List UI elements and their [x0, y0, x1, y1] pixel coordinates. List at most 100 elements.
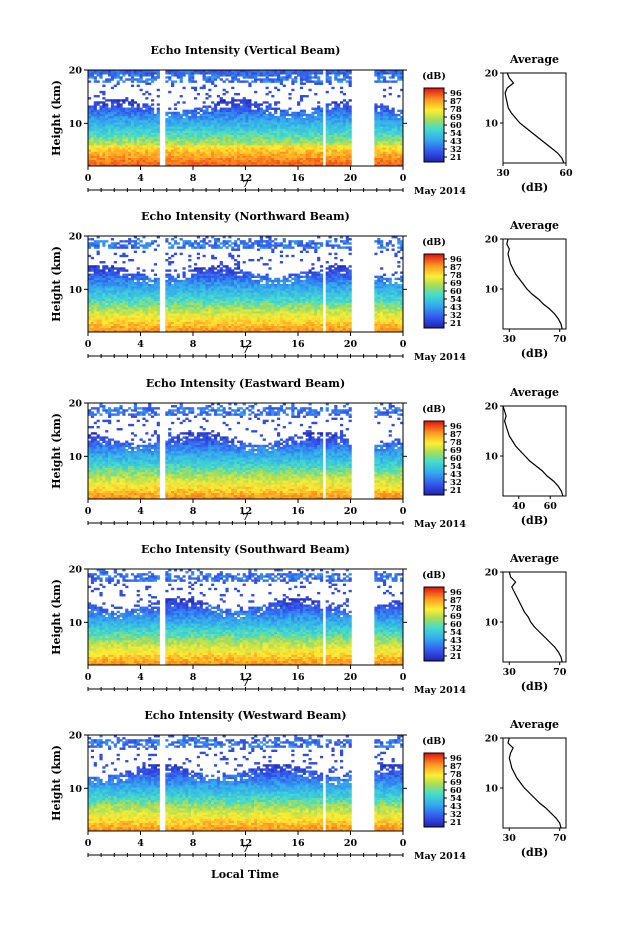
heatmap-cell	[297, 163, 301, 167]
heatmap-cell	[133, 147, 137, 150]
heatmap-cell	[245, 115, 249, 119]
heatmap-cell	[105, 296, 109, 299]
heatmap-cell	[236, 78, 241, 81]
heatmap-cell	[110, 103, 115, 106]
heatmap-cell	[156, 149, 160, 152]
heatmap-cell	[145, 138, 149, 142]
heatmap-cell	[105, 309, 109, 312]
heatmap-cell	[179, 80, 183, 83]
heatmap-cell	[122, 317, 126, 320]
heatmap-cell	[251, 140, 255, 144]
heatmap-cell	[214, 155, 218, 158]
x-tick-label: 4	[137, 173, 144, 184]
heatmap-cell	[185, 306, 189, 310]
heatmap-cell	[156, 157, 160, 161]
heatmap-cell	[380, 132, 384, 135]
heatmap-cell	[236, 138, 241, 142]
heatmap-cell	[105, 134, 109, 138]
heatmap-cell	[262, 147, 266, 150]
heatmap-cell	[314, 122, 318, 125]
heatmap-cell	[196, 269, 200, 272]
heatmap-cell	[308, 88, 312, 92]
heatmap-cell	[145, 70, 149, 73]
heatmap-cell	[236, 120, 241, 123]
heatmap-cell	[122, 290, 126, 293]
heatmap-cell	[202, 319, 206, 322]
profile-title: Average	[509, 53, 559, 66]
heatmap-cell	[108, 327, 112, 331]
heatmap-cell	[400, 111, 404, 115]
heatmap-cell	[234, 138, 238, 142]
heatmap-cell	[88, 273, 92, 276]
heatmap-cell	[211, 284, 215, 287]
colorbar-label: (dB)	[422, 71, 446, 82]
heatmap-cell	[171, 302, 175, 306]
heatmap-cell	[93, 325, 97, 329]
heatmap-cell	[236, 72, 241, 75]
heatmap-cell	[96, 242, 100, 245]
heatmap-cell	[385, 159, 389, 163]
heatmap-cell	[130, 288, 135, 291]
heatmap-cell	[173, 323, 178, 327]
heatmap-cell	[113, 155, 117, 158]
heatmap-cell	[125, 113, 129, 117]
heatmap-cell	[211, 306, 215, 310]
heatmap-cell	[277, 115, 281, 119]
heatmap-cell	[168, 128, 172, 131]
heatmap-cell	[400, 151, 404, 154]
heatmap-cell	[148, 323, 152, 327]
heatmap-cell	[102, 290, 106, 293]
heatmap-cell	[337, 147, 341, 150]
heatmap-cell	[391, 132, 395, 135]
heatmap-cell	[388, 124, 392, 127]
heatmap-cell	[142, 275, 146, 279]
heatmap-cell	[285, 109, 289, 113]
heatmap-cell	[328, 115, 332, 119]
heatmap-cell	[176, 321, 180, 324]
heatmap-cell	[153, 281, 158, 285]
heatmap-cell	[262, 80, 266, 83]
heatmap-cell	[122, 111, 126, 115]
heatmap-cell	[216, 323, 221, 327]
heatmap-cell	[202, 76, 206, 79]
heatmap-cell	[90, 136, 95, 140]
heatmap-cell	[274, 126, 278, 129]
heatmap-cell	[108, 273, 112, 276]
heatmap-cell	[377, 151, 381, 154]
heatmap-cell	[308, 143, 312, 146]
heatmap-cell	[319, 149, 324, 152]
heatmap-cell	[299, 134, 304, 138]
heatmap-cell	[113, 279, 117, 283]
heatmap-cell	[214, 145, 218, 148]
heatmap-cell	[168, 302, 172, 306]
heatmap-cell	[188, 290, 192, 293]
heatmap-cell	[325, 155, 329, 158]
heatmap-cell	[128, 132, 132, 135]
heatmap-cell	[242, 136, 246, 140]
heatmap-cell	[142, 120, 146, 123]
heatmap-cell	[274, 103, 278, 106]
heatmap-cell	[102, 92, 106, 96]
heatmap-cell	[93, 105, 97, 108]
heatmap-cell	[133, 161, 137, 165]
heatmap-cell	[314, 138, 318, 142]
heatmap-cell	[156, 124, 160, 127]
heatmap-cell	[136, 325, 140, 329]
heatmap-cell	[222, 111, 226, 115]
heatmap-cell	[385, 126, 389, 129]
heatmap-cell	[328, 157, 332, 161]
heatmap-cell	[110, 115, 115, 119]
heatmap-cell	[196, 151, 200, 154]
heatmap-cell	[133, 128, 137, 131]
heatmap-cell	[239, 80, 243, 83]
heatmap-cell	[340, 122, 344, 125]
heatmap-cell	[96, 149, 100, 152]
heatmap-cell	[188, 120, 192, 123]
heatmap-cell	[380, 161, 384, 165]
heatmap-cell	[219, 313, 223, 316]
heatmap-cell	[302, 122, 306, 125]
heatmap-cell	[136, 107, 140, 110]
heatmap-cell	[165, 296, 169, 299]
heatmap-cell	[348, 118, 352, 121]
heatmap-cell	[219, 292, 223, 295]
